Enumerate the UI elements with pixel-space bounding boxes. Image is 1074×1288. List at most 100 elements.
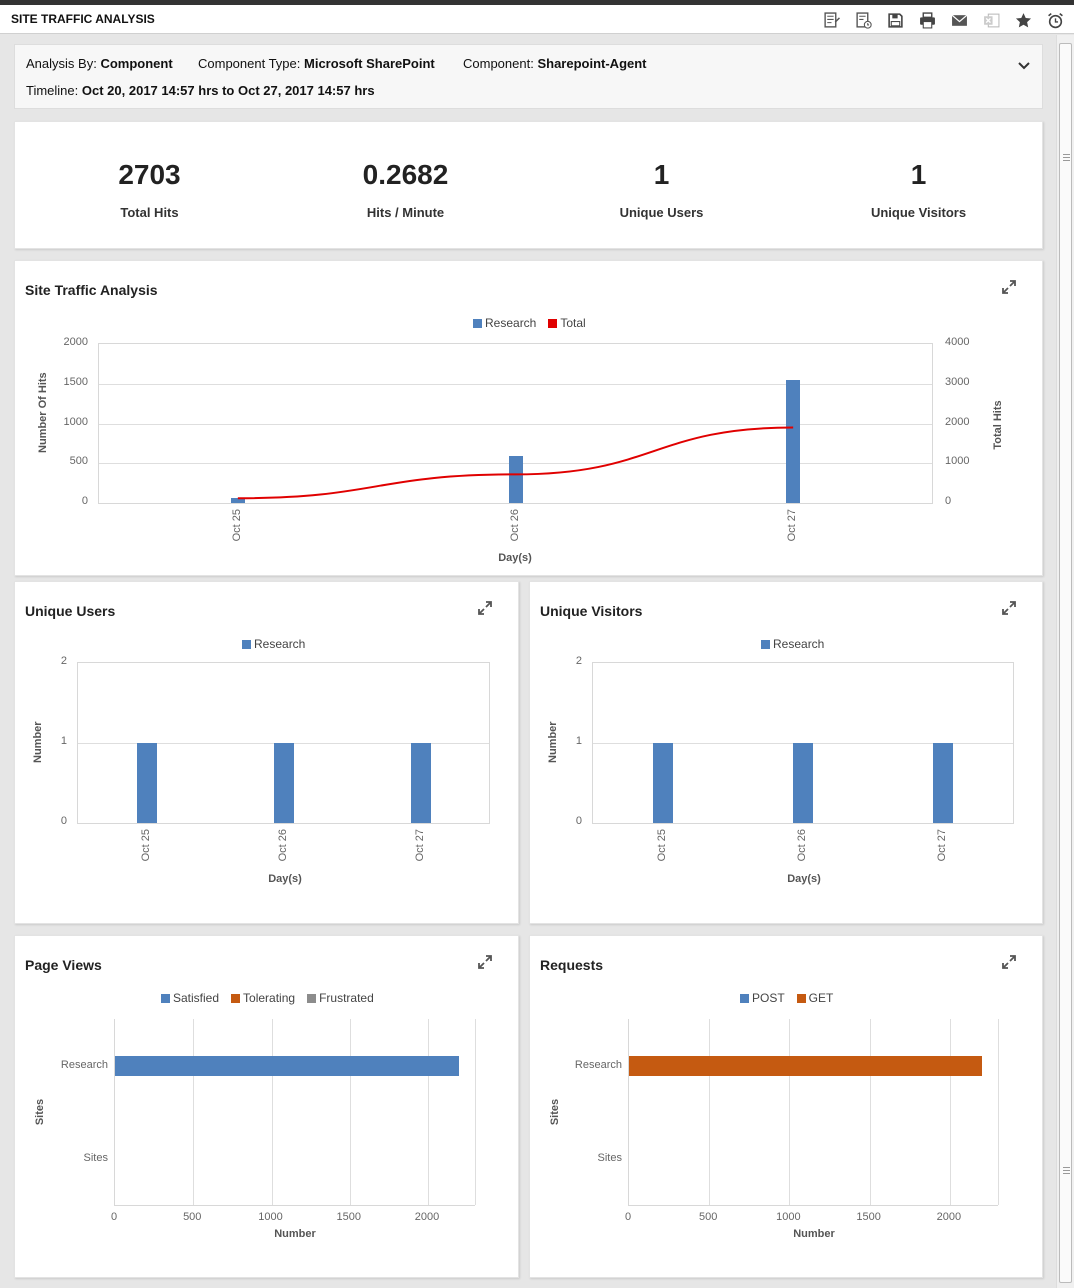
filter-component: Component: Sharepoint-Agent bbox=[463, 56, 647, 71]
stat-label: Unique Users bbox=[619, 205, 704, 220]
x-tick-label: 500 bbox=[183, 1211, 202, 1223]
gridline bbox=[709, 1019, 711, 1205]
export-excel-icon[interactable] bbox=[980, 10, 1002, 30]
scrollbar-thumb[interactable] bbox=[1059, 43, 1072, 1283]
y-tick-label: 2000 bbox=[63, 336, 88, 348]
legend-item-research[interactable]: Research bbox=[761, 637, 824, 651]
stat-total-hits: 2703 Total Hits bbox=[21, 122, 278, 220]
y-tick-label: 0 bbox=[60, 815, 67, 827]
legend-item-total[interactable]: Total bbox=[548, 316, 586, 330]
component-value: Sharepoint-Agent bbox=[537, 56, 647, 71]
analysis-by-label: Analysis By: bbox=[26, 56, 97, 71]
x-tick-label: Oct 27 bbox=[413, 829, 426, 862]
print-icon[interactable] bbox=[916, 10, 938, 30]
stat-unique-users: 1 Unique Users bbox=[533, 122, 790, 220]
x-tick-label: 0 bbox=[624, 1211, 632, 1223]
chart-legend: POST GET bbox=[740, 991, 833, 1005]
expand-icon[interactable] bbox=[1001, 600, 1017, 616]
bar-get bbox=[629, 1055, 982, 1076]
alarm-clock-icon[interactable] bbox=[1044, 10, 1066, 30]
report-schedule-icon[interactable] bbox=[852, 10, 874, 30]
chart-plot-area bbox=[98, 343, 933, 504]
y-tick-label: 1 bbox=[575, 735, 582, 747]
vertical-scrollbar[interactable] bbox=[1056, 35, 1074, 1288]
bar-research bbox=[508, 456, 523, 503]
expand-icon[interactable] bbox=[477, 600, 493, 616]
legend-item-tolerating[interactable]: Tolerating bbox=[231, 991, 295, 1005]
stat-value: 1 bbox=[910, 159, 927, 190]
email-icon[interactable] bbox=[948, 10, 970, 30]
x-tick-label: Oct 27 bbox=[936, 829, 948, 862]
legend-item-post[interactable]: POST bbox=[740, 991, 785, 1005]
chart-legend: Research bbox=[242, 637, 305, 651]
legend-item-frustrated[interactable]: Frustrated bbox=[307, 991, 374, 1005]
window-top-border bbox=[0, 0, 1074, 5]
component-type-value: Microsoft SharePoint bbox=[304, 56, 435, 71]
x-tick-label: Oct 25 bbox=[139, 829, 152, 862]
bar-research bbox=[410, 743, 431, 823]
y-tick-label: 1500 bbox=[63, 375, 88, 388]
component-label: Component: bbox=[463, 56, 534, 71]
y2-tick-label: 1000 bbox=[945, 455, 970, 468]
x-axis-label: Day(s) bbox=[498, 552, 532, 564]
x-tick-label: 1500 bbox=[336, 1211, 362, 1223]
chart-plot-area bbox=[628, 1019, 999, 1206]
total-line-series bbox=[237, 426, 794, 500]
bar-research bbox=[273, 743, 294, 823]
x-axis-label: Day(s) bbox=[268, 873, 302, 885]
x-tick-label: 0 bbox=[110, 1211, 118, 1223]
gridline bbox=[789, 1019, 791, 1205]
y-axis-label: Sites bbox=[549, 1098, 561, 1126]
favorite-star-icon[interactable] bbox=[1012, 10, 1034, 30]
chart-plot-area bbox=[592, 662, 1014, 824]
y2-tick-label: 4000 bbox=[945, 336, 970, 348]
legend-item-get[interactable]: GET bbox=[796, 991, 833, 1005]
expand-icon[interactable] bbox=[1001, 279, 1017, 295]
stat-value: 2703 bbox=[118, 159, 181, 190]
site-traffic-chart-card: Site Traffic Analysis Research Total Num… bbox=[14, 260, 1043, 576]
chevron-down-icon[interactable] bbox=[1016, 57, 1032, 73]
chart-plot-area bbox=[77, 662, 490, 824]
x-axis-label: Number bbox=[274, 1228, 316, 1240]
bar-research bbox=[933, 743, 953, 823]
expand-icon[interactable] bbox=[477, 954, 493, 970]
y-tick-label: 1000 bbox=[63, 415, 88, 428]
gridline bbox=[949, 1019, 951, 1205]
stat-label: Total Hits bbox=[120, 205, 179, 220]
chart-legend: Satisfied Tolerating Frustrated bbox=[161, 991, 374, 1005]
y2-tick-label: 3000 bbox=[945, 375, 970, 388]
report-edit-icon[interactable] bbox=[820, 10, 842, 30]
x-tick-label: 2000 bbox=[936, 1211, 962, 1223]
chart-title: Site Traffic Analysis bbox=[25, 282, 158, 298]
stat-unique-visitors: 1 Unique Visitors bbox=[790, 122, 1047, 220]
filter-summary-panel: Analysis By: Component Component Type: M… bbox=[14, 44, 1043, 109]
chart-title: Requests bbox=[540, 957, 604, 973]
page-header: SITE TRAFFIC ANALYSIS bbox=[0, 5, 1074, 34]
bar-research bbox=[136, 743, 157, 823]
filter-row-1: Analysis By: Component bbox=[26, 56, 173, 71]
chart-legend: Research Total bbox=[473, 316, 586, 330]
legend-item-satisfied[interactable]: Satisfied bbox=[161, 991, 219, 1005]
legend-item-research[interactable]: Research bbox=[242, 637, 305, 651]
x-tick-label: Oct 26 bbox=[276, 829, 289, 862]
toolbar bbox=[820, 10, 1066, 30]
legend-item-research[interactable]: Research bbox=[473, 316, 536, 330]
stat-label: Hits / Minute bbox=[366, 205, 445, 220]
gridline bbox=[99, 383, 932, 385]
unique-visitors-chart-card: Unique Visitors Research Number Day(s) 2… bbox=[529, 581, 1043, 924]
bar-research bbox=[786, 379, 801, 503]
analysis-by-value: Component bbox=[100, 56, 173, 71]
bar-research bbox=[653, 743, 673, 823]
y2-tick-label: 0 bbox=[945, 495, 952, 507]
gridline bbox=[193, 1019, 195, 1205]
expand-icon[interactable] bbox=[1001, 954, 1017, 970]
x-tick-label: 1000 bbox=[258, 1211, 283, 1223]
y-tick-label: 2 bbox=[60, 655, 67, 667]
bar-research bbox=[793, 743, 813, 823]
save-icon[interactable] bbox=[884, 10, 906, 30]
gridline bbox=[428, 1019, 430, 1205]
y-axis-label: Sites bbox=[34, 1098, 46, 1126]
chart-title: Unique Users bbox=[25, 603, 116, 619]
x-tick-label: 500 bbox=[699, 1211, 718, 1223]
